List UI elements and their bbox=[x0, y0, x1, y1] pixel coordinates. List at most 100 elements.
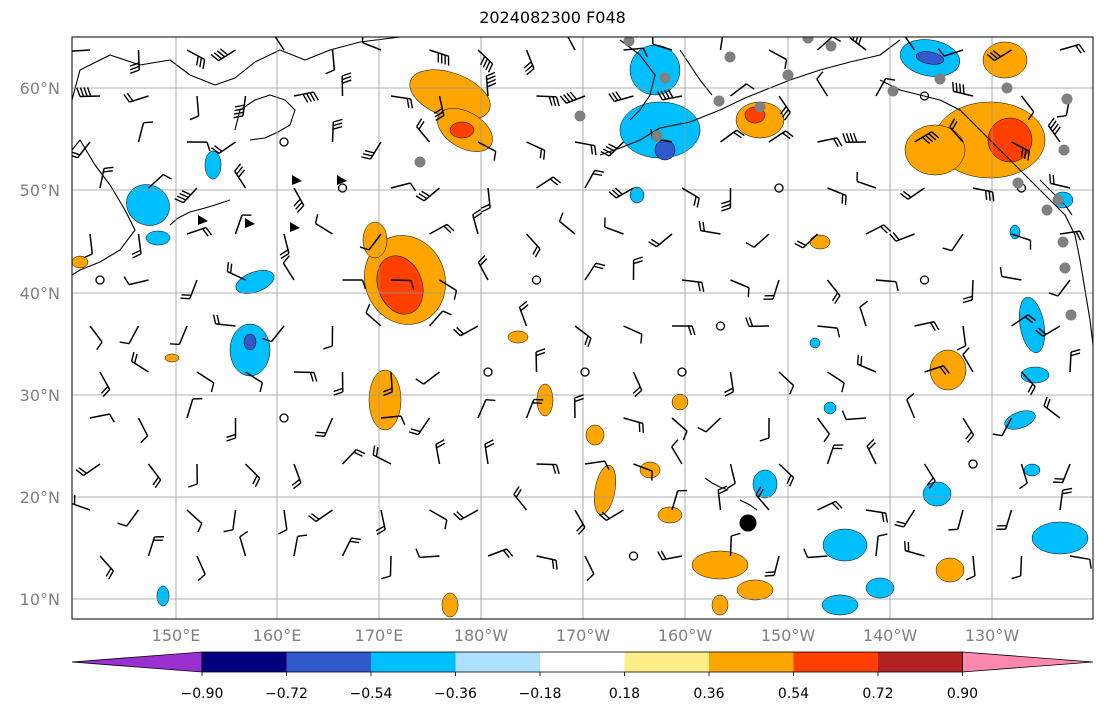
wind-barb bbox=[244, 463, 261, 487]
station-dot bbox=[1065, 309, 1077, 321]
wind-barb bbox=[518, 300, 529, 327]
station-dot bbox=[574, 110, 586, 122]
wind-barb bbox=[429, 509, 448, 530]
wind-barb bbox=[477, 141, 497, 161]
wind-barb bbox=[574, 325, 592, 348]
wind-barb bbox=[923, 463, 936, 489]
wind-barb bbox=[1035, 325, 1061, 337]
wind-barb bbox=[278, 509, 288, 535]
wind-barb bbox=[1011, 233, 1032, 250]
wind-barb bbox=[865, 509, 889, 523]
colorbar-tick-label: −0.90 bbox=[181, 686, 224, 702]
wind-barb bbox=[715, 321, 726, 331]
wind-barb bbox=[308, 509, 333, 522]
wind-barb bbox=[745, 317, 770, 328]
wind-barb bbox=[906, 392, 916, 419]
wind-barb bbox=[525, 233, 541, 258]
wind-barb bbox=[453, 325, 479, 337]
wind-barb bbox=[174, 187, 198, 204]
wind-barb bbox=[536, 176, 562, 189]
wind-barb bbox=[721, 187, 732, 212]
wind-barb bbox=[600, 141, 625, 157]
wind-barb bbox=[186, 226, 213, 237]
wind-barb bbox=[1047, 117, 1061, 143]
longitude-labels: 150°E 160°E 170°E 180°W 170°W 160°W 150°W 140°W… bbox=[152, 626, 1020, 645]
wind-barb bbox=[89, 413, 115, 423]
station-dot bbox=[1058, 144, 1070, 156]
colorbar-segment bbox=[455, 652, 540, 672]
wind-barb bbox=[72, 493, 91, 511]
wind-barb bbox=[623, 325, 643, 344]
map-frame bbox=[71, 36, 1094, 620]
wind-barb bbox=[866, 438, 877, 465]
wind-barb bbox=[856, 171, 877, 189]
wind-barb bbox=[671, 439, 683, 465]
wind-barb bbox=[117, 509, 140, 527]
wind-barb bbox=[651, 37, 673, 51]
station-dot bbox=[1059, 262, 1071, 274]
wind-barb bbox=[1048, 173, 1071, 189]
wind-barb bbox=[95, 275, 105, 285]
wind-barb bbox=[196, 555, 206, 582]
wind-barb bbox=[681, 187, 700, 208]
wind-barb bbox=[759, 417, 770, 442]
colorbar-tick-label: −0.54 bbox=[350, 686, 393, 702]
wind-pennant bbox=[292, 175, 302, 185]
wind-barb bbox=[415, 187, 440, 202]
longitude-label: 160°W bbox=[658, 626, 713, 645]
longitude-label: 140°W bbox=[863, 626, 918, 645]
wind-barb bbox=[904, 37, 916, 51]
station-markers bbox=[414, 37, 1077, 532]
wind-barb bbox=[948, 509, 964, 531]
station-dot bbox=[1061, 93, 1073, 105]
wind-barb bbox=[147, 463, 162, 489]
station-dot bbox=[782, 69, 794, 81]
wind-barb bbox=[137, 417, 149, 444]
wind-pennant bbox=[290, 222, 300, 232]
wind-barb bbox=[745, 233, 770, 248]
longitude-label: 150°W bbox=[761, 626, 816, 645]
wind-barb bbox=[147, 173, 172, 189]
wind-barb bbox=[608, 187, 634, 199]
latitude-label: 30°N bbox=[20, 386, 60, 405]
wind-barb bbox=[223, 509, 237, 533]
latitude-label: 60°N bbox=[20, 79, 60, 98]
coastlines bbox=[72, 37, 1093, 511]
wind-barb bbox=[415, 371, 440, 385]
wind-barb bbox=[536, 555, 558, 570]
wind-barb bbox=[186, 509, 203, 533]
wind-barb bbox=[937, 48, 964, 57]
wind-barb bbox=[341, 72, 352, 97]
wind-barb bbox=[623, 417, 644, 433]
wind-barb bbox=[962, 347, 974, 373]
longitude-label: 180°W bbox=[454, 626, 509, 645]
wind-barb bbox=[361, 141, 382, 160]
wind-barb bbox=[226, 262, 246, 281]
colorbar-segment bbox=[202, 652, 287, 672]
station-dot bbox=[414, 156, 426, 168]
wind-barb bbox=[323, 325, 334, 350]
wind-barb bbox=[189, 95, 200, 121]
wind-barb bbox=[83, 233, 94, 259]
wind-barb bbox=[130, 351, 149, 373]
wind-barb bbox=[648, 233, 673, 248]
wind-barb bbox=[234, 214, 252, 235]
colorbar-low-extension bbox=[71, 651, 203, 673]
station-dot bbox=[934, 73, 946, 85]
wind-barb bbox=[962, 417, 975, 443]
wind-barb bbox=[123, 92, 149, 103]
map-content bbox=[72, 37, 1093, 619]
wind-barb bbox=[429, 49, 450, 66]
wind-barb bbox=[956, 325, 967, 351]
wind-barb bbox=[137, 121, 154, 143]
wind-barb bbox=[341, 537, 361, 557]
colorbar-segment bbox=[286, 652, 371, 672]
wind-barb bbox=[671, 489, 688, 511]
wind-barb bbox=[472, 208, 482, 235]
wind-barb bbox=[342, 279, 367, 290]
wind-barb bbox=[484, 439, 495, 465]
wind-barb bbox=[724, 371, 735, 397]
wind-barb bbox=[293, 534, 308, 557]
wind-barb bbox=[314, 417, 334, 438]
wind-barb bbox=[574, 509, 586, 535]
